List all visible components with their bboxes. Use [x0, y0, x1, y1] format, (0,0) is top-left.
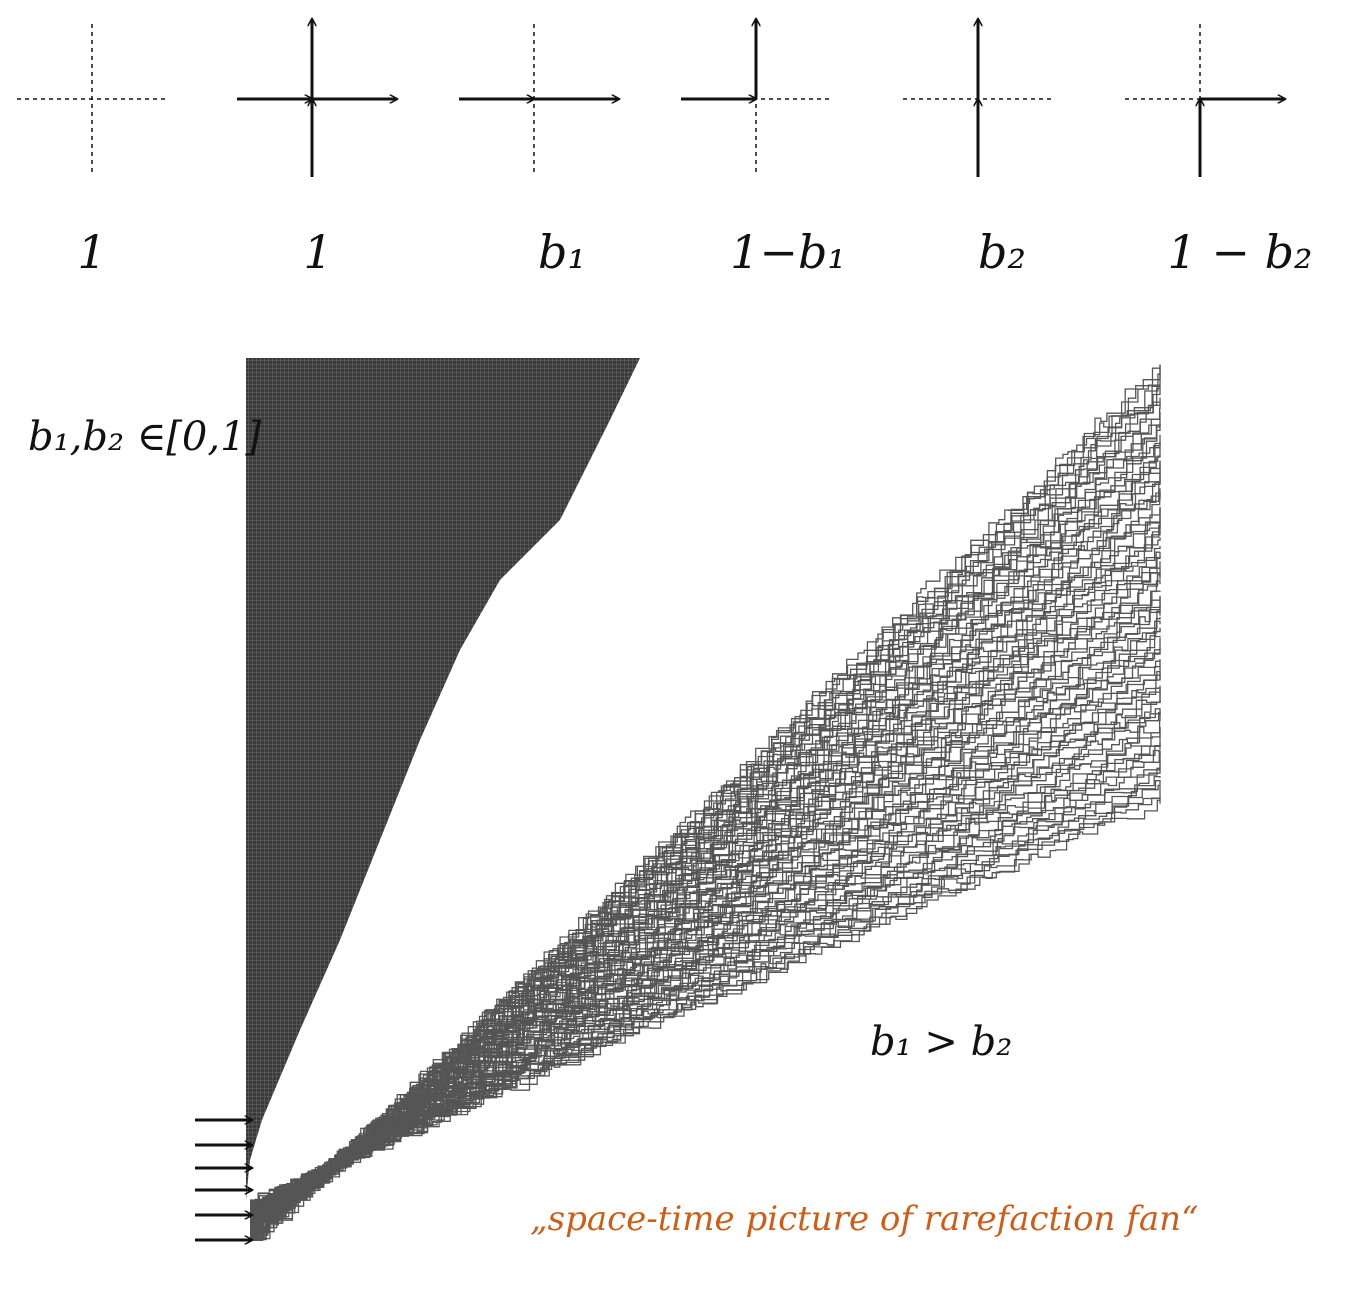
- particle-path: [250, 637, 1161, 1216]
- vertex-6: [1125, 24, 1285, 177]
- particle-path: [250, 472, 1161, 1231]
- particle-path: [250, 447, 1161, 1233]
- parameter-range-label: b₁,b₂ ∈[0,1]: [28, 414, 262, 460]
- input-arrows: [195, 1120, 252, 1240]
- vertex-3: [459, 24, 619, 174]
- vertex-weight-labels: 1 1 b₁ 1−b₁ b₂ 1 − b₂: [77, 225, 1312, 279]
- vertex-1: [17, 24, 167, 174]
- vertex-weight-label: 1: [77, 225, 106, 279]
- vertex-weight-label: b₂: [978, 225, 1026, 279]
- dense-region: [246, 358, 640, 1200]
- condition-label: b₁ > b₂: [870, 1019, 1012, 1065]
- particle-path: [250, 508, 1161, 1227]
- vertex-5: [903, 19, 1053, 177]
- particle-path: [250, 780, 1161, 1203]
- particle-path: [250, 384, 1161, 1239]
- caption-label: „space-time picture of rarefaction fan“: [530, 1199, 1198, 1239]
- particle-path: [250, 799, 1161, 1201]
- particle-path: [250, 424, 1161, 1235]
- vertex-weight-label: 1−b₁: [730, 225, 846, 279]
- particle-path: [250, 595, 1161, 1220]
- vertex-2: [237, 19, 397, 177]
- particle-path: [250, 786, 1161, 1202]
- particle-path: [250, 708, 1161, 1209]
- vertex-weight-label: 1: [303, 225, 332, 279]
- vertex-4: [681, 19, 831, 174]
- particle-path: [250, 574, 1161, 1221]
- vertex-weight-label: 1 − b₂: [1168, 225, 1313, 279]
- vertex-weight-label: b₁: [538, 225, 586, 279]
- rarefaction-fan-simulation: [246, 358, 1161, 1241]
- particle-path: [250, 628, 1161, 1216]
- vertex-configurations: [17, 19, 1285, 177]
- particle-paths: [250, 364, 1161, 1241]
